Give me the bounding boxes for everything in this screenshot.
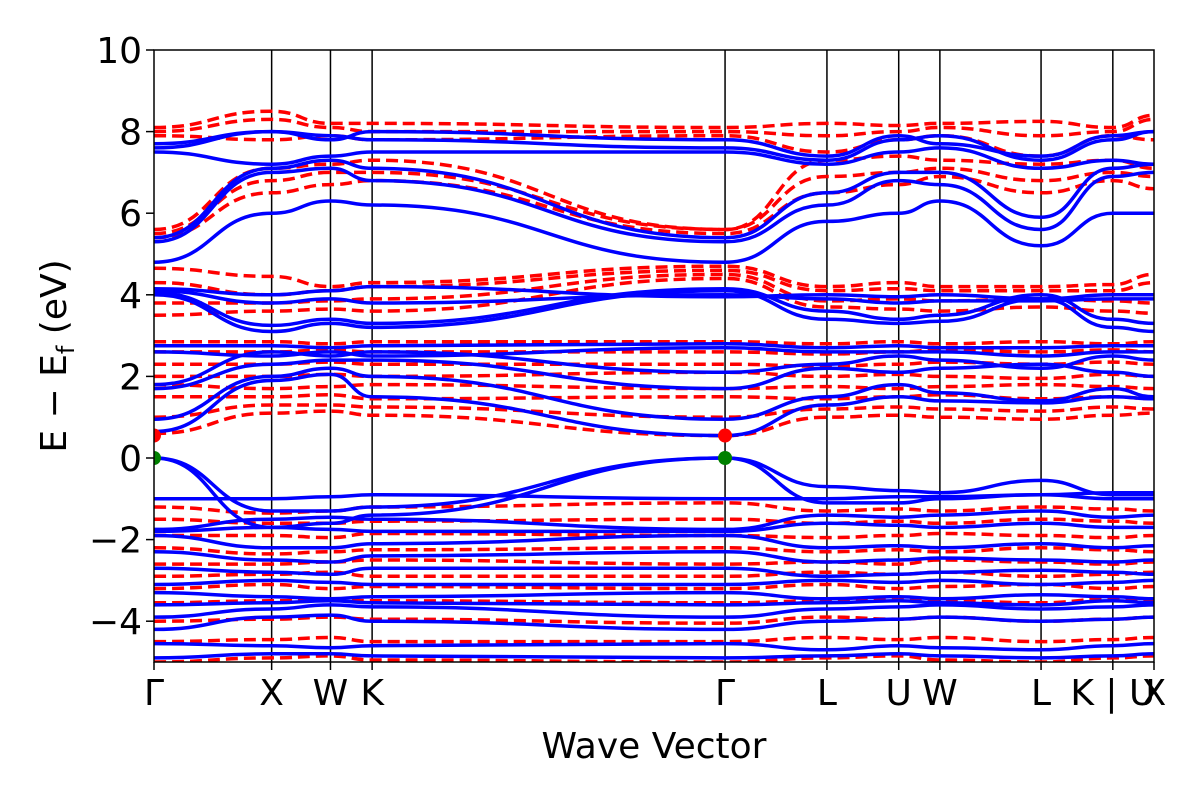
band-dashed-24 xyxy=(154,166,1154,236)
x-tick-label-6: U xyxy=(886,673,912,714)
x-tick-label-8: L xyxy=(1031,673,1051,714)
band-solid-27 xyxy=(154,158,1154,240)
y-tick-label-0: −4 xyxy=(89,602,142,643)
band-dashed-12 xyxy=(154,403,1154,419)
band-solid-19 xyxy=(154,346,1154,358)
band-dashed-6 xyxy=(154,558,1154,566)
band-solid-1 xyxy=(154,641,1154,652)
band-dashed-25 xyxy=(154,154,1154,232)
band-solid-6 xyxy=(154,578,1154,587)
band-dashed-18 xyxy=(154,339,1154,346)
band-solid-16 xyxy=(154,372,1154,438)
band-solid-28 xyxy=(154,146,1154,171)
band-dashed-8 xyxy=(154,531,1154,540)
band-solid-17 xyxy=(154,358,1154,391)
band-solid-26 xyxy=(154,166,1154,244)
band-dashed-23 xyxy=(154,174,1154,240)
band-solid-9 xyxy=(154,533,1154,550)
band-dashed-19 xyxy=(154,276,1154,317)
y-tick-label-5: 6 xyxy=(119,194,142,235)
band-dashed-28 xyxy=(154,109,1154,130)
band-dashed-7 xyxy=(154,546,1154,556)
band-solid-29 xyxy=(154,129,1154,162)
y-axis-ticks: −4 −2 0 2 4 6 8 10 xyxy=(89,31,154,643)
x-tick-label-1: X xyxy=(259,673,284,714)
plot-frame xyxy=(153,49,1155,663)
y-tick-label-6: 8 xyxy=(119,113,142,154)
band-dashed-3 xyxy=(154,597,1154,605)
band-dashed-11 xyxy=(154,409,1154,438)
band-dashed-10 xyxy=(154,501,1154,515)
band-solid-8 xyxy=(154,550,1154,564)
band-dashed-17 xyxy=(154,348,1154,356)
y-tick-label-1: −2 xyxy=(89,521,142,562)
x-tick-label-4: Γ xyxy=(715,673,735,714)
band-dashed-1 xyxy=(154,635,1154,644)
vbm-marker-1 xyxy=(718,451,733,465)
x-tick-label-0: Γ xyxy=(144,673,164,714)
band-dashed-22 xyxy=(154,264,1154,289)
x-tick-label-10: X xyxy=(1142,673,1167,714)
band-solid-0 xyxy=(154,652,1154,660)
vbm-marker-0 xyxy=(154,451,161,465)
band-solid-4 xyxy=(154,599,1154,607)
y-axis-title-main: E − E xyxy=(34,354,75,453)
band-edge-markers xyxy=(154,428,733,465)
band-dashed-5 xyxy=(154,570,1154,579)
band-solid-24 xyxy=(154,284,1154,301)
band-solid-10 xyxy=(154,521,1154,534)
band-solid-2 xyxy=(154,613,1154,632)
y-tick-label-2: 0 xyxy=(119,439,142,480)
y-axis-title: E − Ef (eV) xyxy=(34,259,80,452)
band-solid-3 xyxy=(154,603,1154,619)
band-solid-7 xyxy=(154,566,1154,579)
band-solid-22 xyxy=(154,286,1154,328)
band-dashed-21 xyxy=(154,268,1154,297)
x-tick-label-9: K | U xyxy=(1070,673,1155,714)
x-tick-label-2: W xyxy=(313,673,349,714)
x-tick-label-7: W xyxy=(922,673,958,714)
cbm-marker-0 xyxy=(154,428,161,443)
band-dashed-27 xyxy=(154,117,1154,138)
band-dashed-13 xyxy=(154,393,1154,401)
y-axis-title-subscript: f xyxy=(52,345,80,354)
band-solid-13 xyxy=(154,456,1154,513)
x-tick-label-3: K xyxy=(360,673,385,714)
y-tick-label-3: 2 xyxy=(119,357,142,398)
y-axis-title-unit: (eV) xyxy=(34,259,75,345)
band-dashed-14 xyxy=(154,382,1154,391)
y-tick-label-4: 4 xyxy=(119,276,142,317)
band-solid-15 xyxy=(154,366,1154,421)
cbm-marker-1 xyxy=(718,428,733,443)
x-tick-label-5: L xyxy=(817,673,837,714)
band-solid-20 xyxy=(154,342,1154,350)
y-tick-label-7: 10 xyxy=(96,31,142,72)
band-solid-11 xyxy=(154,509,1154,532)
band-dashed-26 xyxy=(154,133,1154,158)
band-solid-5 xyxy=(154,590,1154,601)
band-solid-30 xyxy=(154,129,1154,158)
band-solid-25 xyxy=(154,199,1154,264)
band-dashed-15 xyxy=(154,370,1154,381)
band-solid-14 xyxy=(154,456,1154,530)
x-axis-title: Wave Vector xyxy=(542,726,767,767)
